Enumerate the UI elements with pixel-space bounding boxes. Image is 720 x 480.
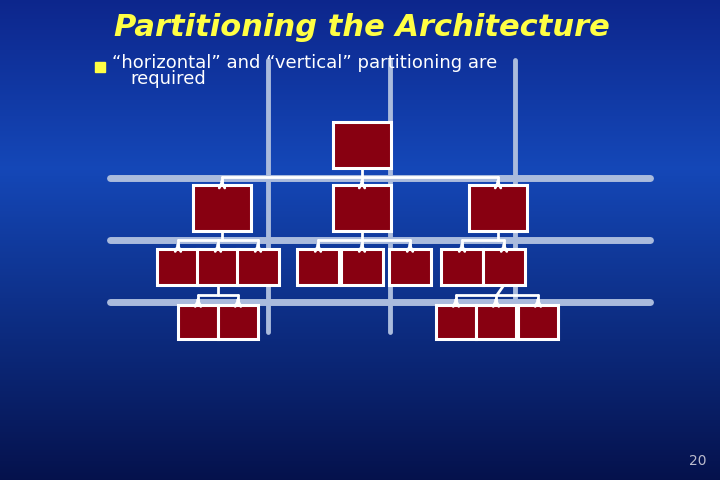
FancyBboxPatch shape — [193, 185, 251, 231]
FancyBboxPatch shape — [197, 249, 239, 285]
Text: “horizontal” and “vertical” partitioning are: “horizontal” and “vertical” partitioning… — [112, 54, 498, 72]
FancyBboxPatch shape — [178, 305, 218, 339]
FancyBboxPatch shape — [341, 249, 383, 285]
FancyBboxPatch shape — [518, 305, 558, 339]
FancyBboxPatch shape — [476, 305, 516, 339]
FancyBboxPatch shape — [237, 249, 279, 285]
FancyBboxPatch shape — [297, 249, 339, 285]
FancyBboxPatch shape — [333, 185, 391, 231]
FancyBboxPatch shape — [389, 249, 431, 285]
FancyBboxPatch shape — [436, 305, 476, 339]
FancyBboxPatch shape — [333, 122, 391, 168]
FancyBboxPatch shape — [469, 185, 527, 231]
FancyBboxPatch shape — [157, 249, 199, 285]
FancyBboxPatch shape — [95, 62, 105, 72]
Text: required: required — [130, 70, 206, 88]
FancyBboxPatch shape — [441, 249, 483, 285]
Text: Partitioning the Architecture: Partitioning the Architecture — [114, 12, 610, 41]
Text: 20: 20 — [688, 454, 706, 468]
FancyBboxPatch shape — [218, 305, 258, 339]
FancyBboxPatch shape — [483, 249, 525, 285]
